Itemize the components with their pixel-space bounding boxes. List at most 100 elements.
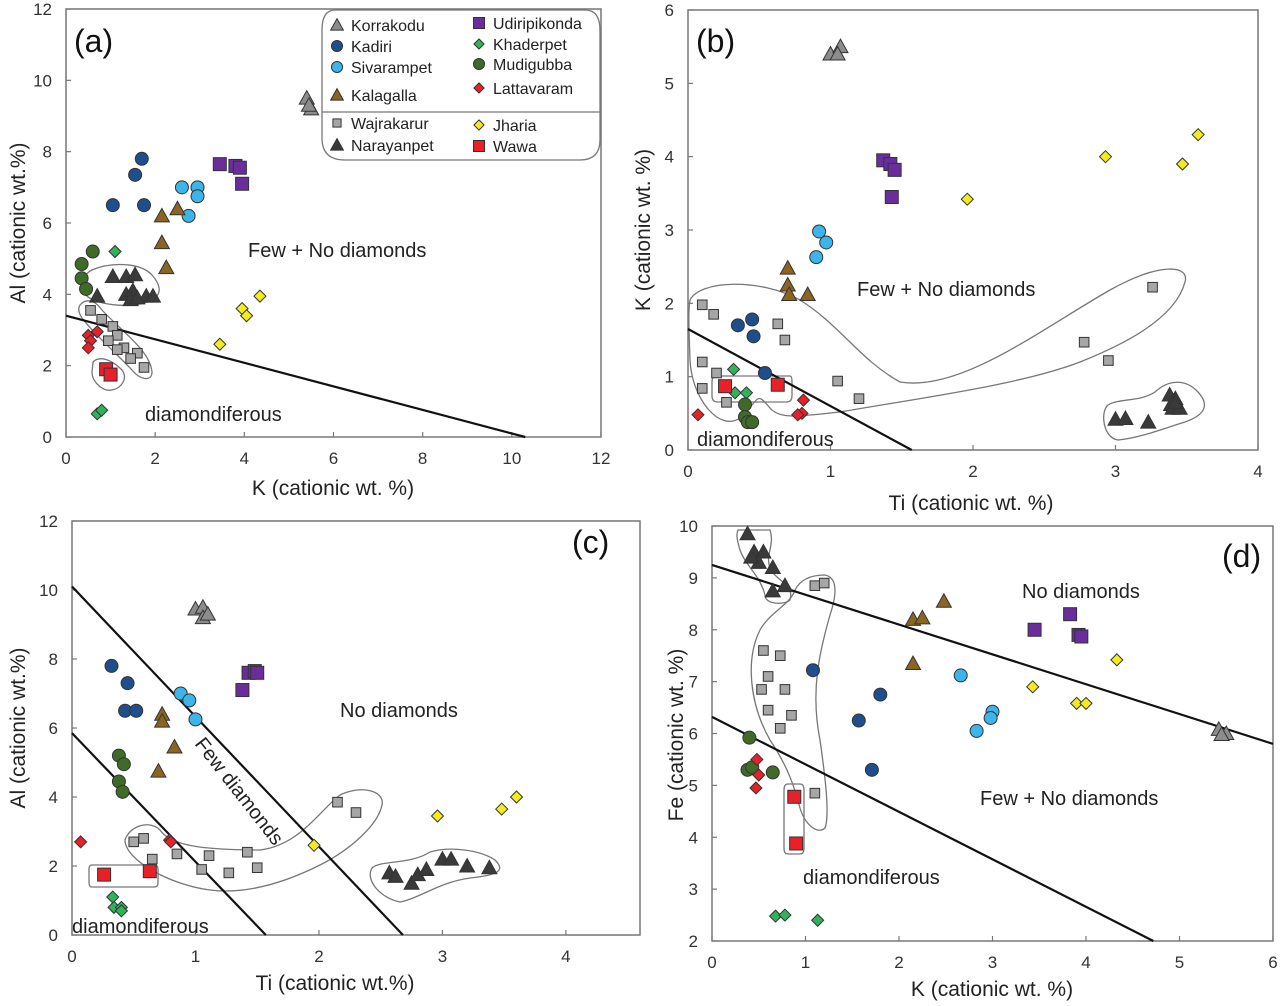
y-tick-label: 0 <box>43 428 52 447</box>
series-korrakodu <box>298 89 320 116</box>
series-wajrakarur <box>85 305 150 373</box>
legend-label: Wajrakarur <box>351 116 429 133</box>
point-sivarampet <box>953 668 968 683</box>
legend-entry-kadiri: Kadiri <box>330 39 392 56</box>
series-narayanpet <box>88 266 162 307</box>
legend-entry-jharia: Jharia <box>473 118 537 135</box>
point-mudigubba <box>115 784 130 799</box>
point-jharia <box>960 192 975 206</box>
series-mudigubba <box>111 748 131 799</box>
point-wajrakarur <box>779 684 791 695</box>
legend-marker-korrakodu <box>329 17 345 31</box>
point-narayanpet <box>104 267 122 283</box>
point-wajrakarur <box>756 684 767 695</box>
legend-label: Khaderpet <box>493 37 567 54</box>
point-kadiri <box>873 687 888 702</box>
point-khaderpet <box>94 403 109 417</box>
point-wajrakarur <box>103 335 114 346</box>
legend-label: Kadiri <box>351 39 392 56</box>
legend-label: Udiripikonda <box>493 16 582 33</box>
point-sivarampet <box>809 250 824 265</box>
series-kalagalla <box>904 592 953 670</box>
series-jharia <box>307 790 524 853</box>
point-wajrakarur <box>107 321 119 332</box>
legend-marker-sivarampet <box>330 60 344 74</box>
series-wajrakarur <box>756 577 830 799</box>
boundary-lines <box>711 563 1274 942</box>
x-tick-label: 5 <box>1175 953 1184 972</box>
y-tick-label: 3 <box>689 880 698 899</box>
series-narayanpet <box>380 850 498 890</box>
legend-label: Lattavaram <box>493 81 573 98</box>
legend-entry-kalagalla: Kalagalla <box>329 87 417 105</box>
x-tick-label: 4 <box>240 449 249 468</box>
series-kalagalla <box>779 259 817 302</box>
series-jharia <box>213 289 267 351</box>
legend-entry-sivarampet: Sivarampet <box>330 60 432 77</box>
point-kalagalla <box>935 592 953 608</box>
y-tick-label: 6 <box>665 1 674 20</box>
point-kalagalla <box>799 286 817 302</box>
point-mudigubba <box>79 281 94 296</box>
y-tick-label: 10 <box>679 517 698 536</box>
point-wajrakarur <box>774 650 786 661</box>
data-points <box>73 598 524 918</box>
region-label-no-diamonds: No diamonds <box>1022 581 1140 603</box>
series-lattavaram <box>81 325 104 355</box>
y-tick-label: 5 <box>665 74 674 93</box>
region-label-diamondiferous: diamondiferous <box>72 916 209 938</box>
y-axis-label: Al (cationic wt.%) <box>7 142 30 303</box>
point-lattavaram <box>749 781 763 795</box>
x-tick-label: 4 <box>561 947 570 966</box>
boundary-line <box>65 314 526 439</box>
series-wawa <box>97 864 157 882</box>
legend-entry-lattavaram: Lattavaram <box>473 81 573 98</box>
point-wajrakarur <box>111 344 123 355</box>
legend-entry-udiripikonda: Udiripikonda <box>472 16 582 33</box>
point-wawa <box>770 377 785 392</box>
point-udiripikonda <box>212 157 227 172</box>
series-korrakodu <box>822 38 849 61</box>
x-tick-label: 6 <box>1268 953 1277 972</box>
legend-label: Mudigubba <box>493 57 572 74</box>
point-kadiri <box>128 167 143 182</box>
point-kalagalla <box>904 654 922 670</box>
legend-label: Kalagalla <box>351 88 417 105</box>
boundary-lines <box>687 328 913 451</box>
y-tick-label: 4 <box>689 828 698 847</box>
point-jharia <box>213 337 227 351</box>
point-kalagalla <box>150 762 167 778</box>
point-khaderpet <box>106 890 120 904</box>
point-sivarampet <box>188 712 203 727</box>
y-tick-label: 10 <box>39 581 58 600</box>
series-lattavaram <box>749 752 766 795</box>
point-mudigubba <box>85 244 100 259</box>
legend-marker-jharia <box>473 119 485 131</box>
region-label-few-diamonds: Few diamonds <box>190 734 287 850</box>
x-tick-label: 1 <box>191 947 200 966</box>
point-kalagalla <box>153 234 171 250</box>
series-khaderpet <box>106 890 129 918</box>
legend-label: Korrakodu <box>351 18 425 35</box>
y-tick-label: 8 <box>43 143 52 162</box>
point-jharia <box>1025 680 1040 694</box>
y-tick-label: 9 <box>689 569 698 588</box>
point-mudigubba <box>742 730 757 745</box>
point-kadiri <box>851 713 866 728</box>
series-korrakodu <box>187 598 217 625</box>
panel-label: (c) <box>572 524 609 560</box>
point-lattavaram <box>164 835 178 849</box>
point-lattavaram <box>81 341 95 355</box>
point-kadiri <box>129 703 144 718</box>
series-sivarampet <box>173 686 203 727</box>
region-label-diamondiferous: diamondiferous <box>803 867 940 889</box>
data-points <box>74 89 320 421</box>
y-axis-label: Al (cationic wt.%) <box>7 647 30 808</box>
point-kadiri <box>730 318 745 333</box>
point-wajrakarur <box>774 723 786 734</box>
point-narayanpet <box>764 582 782 598</box>
point-korrakodu <box>300 96 318 112</box>
point-narayanpet <box>403 874 420 890</box>
point-wajrakarur <box>1078 336 1090 348</box>
series-wawa <box>787 789 804 851</box>
